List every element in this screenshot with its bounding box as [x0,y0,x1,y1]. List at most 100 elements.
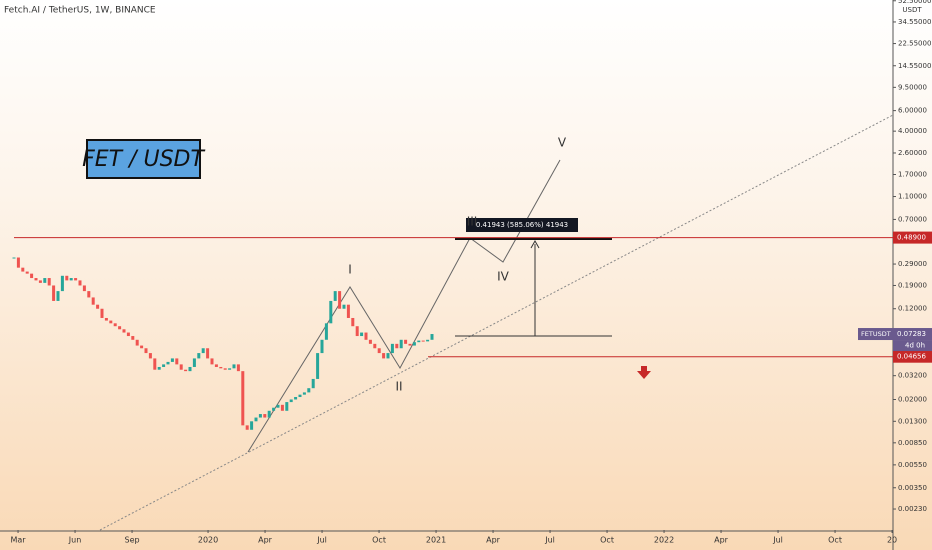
candle [219,366,223,369]
candle [201,348,205,354]
countdown-tag [893,340,932,352]
symbol-label: FETUSDT [861,330,891,338]
candle [96,304,100,309]
candle [263,414,267,418]
countdown-label: 4d 0h [905,342,925,350]
candle [30,273,34,279]
candle [338,291,342,309]
candle [126,332,130,337]
candle [162,364,166,367]
candle [140,345,144,349]
candle [241,371,245,426]
level-tag [893,350,932,363]
candle [386,353,390,359]
candle [373,343,377,349]
candle [250,421,254,430]
y-tick-label: 0.00230 [898,505,927,513]
x-tick-label: Apr [258,536,273,545]
candle [360,332,364,337]
candle [329,300,333,324]
candle [206,348,210,359]
x-tick-label: Jul [316,536,327,545]
candle [170,358,174,362]
header: Fetch.AI / TetherUS, 1W, BINANCE [4,6,156,16]
y-tick-label: 6.00000 [898,107,927,115]
candle [214,364,218,367]
price-tag [893,328,932,341]
candle [324,323,328,340]
candle [104,317,108,321]
x-tick-label: Apr [714,536,729,545]
x-tick-label: Jul [544,536,555,545]
y-tick-label: 2.60000 [898,149,927,157]
candle [197,353,201,359]
candle [258,414,262,418]
candle [38,280,42,283]
x-tick-label: Oct [372,536,386,545]
candle [267,410,271,418]
down-arrow [637,366,651,379]
y-tick-label: 0.29000 [898,260,927,268]
x-tick-label: Jul [772,536,783,545]
candle [69,278,73,281]
candle [34,278,38,281]
chart-title: FET / USDT [82,147,205,172]
candle [47,278,51,286]
candle [78,280,82,286]
candle [320,339,324,354]
wave-label: IV [497,270,510,284]
candle [118,326,122,330]
x-tick-label: 2021 [426,536,446,545]
y-tick-label: 0.03200 [898,372,927,380]
y-tick-label: 0.00350 [898,484,927,492]
candle [113,323,117,327]
candle [179,364,183,370]
candle [280,404,284,411]
measure-arrowhead [530,239,540,249]
y-tick-label: 4.00000 [898,127,927,135]
y-tick-label: 22.55000 [898,40,931,48]
candle [404,339,408,344]
candle [302,392,306,395]
level-label: 0.48900 [897,234,926,242]
symbol-tag [858,328,893,341]
candle [364,332,368,340]
candle [408,343,412,346]
candle [311,378,315,389]
candle [228,368,232,370]
candle [25,271,29,274]
y-tick-label: 0.70000 [898,215,927,223]
x-tick-label: Jun [68,536,82,545]
wave-label: II [395,380,402,394]
candle [351,317,355,327]
candle [87,291,91,298]
candle [377,348,381,354]
candle [192,358,196,367]
title-box [86,139,201,179]
wave-label: III [467,215,478,229]
x-tick-label: Apr [486,536,501,545]
candle [355,326,359,337]
candle [426,339,430,342]
candle [82,285,86,292]
y-tick-label: 0.01300 [898,417,927,425]
candle [276,404,280,408]
candle [333,291,337,301]
candle [346,304,350,318]
candle [254,417,258,422]
candle [184,369,188,372]
y-tick-label: 9.50000 [898,83,927,91]
candle [109,320,113,324]
wave-label: I [348,263,352,277]
candle [157,366,161,370]
candle [210,358,214,365]
y-tick-label: 14.55000 [898,62,931,70]
x-tick-label: Oct [828,536,842,545]
candle [421,340,425,342]
candle [144,348,148,354]
candle [430,334,434,340]
x-tick-label: 20 [887,536,897,545]
price-tag-label: 0.07283 [897,330,926,338]
